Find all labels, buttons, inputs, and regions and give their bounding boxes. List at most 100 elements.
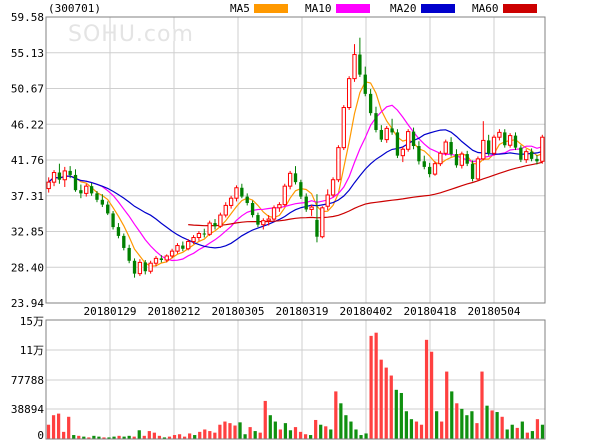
candle-body <box>287 172 293 187</box>
candle-body <box>519 147 523 160</box>
candle-body <box>202 233 206 235</box>
watermark-text: SOHU.com <box>68 22 194 47</box>
volume-bar <box>374 332 378 439</box>
candle-body <box>368 93 373 114</box>
candle-body <box>422 161 426 167</box>
volume-bar <box>510 424 514 439</box>
candle-body <box>325 194 330 207</box>
candle-body <box>196 233 202 239</box>
candle-body <box>148 262 153 272</box>
legend-label: MA10 <box>305 2 332 15</box>
candle-body <box>111 213 115 228</box>
candle-body <box>175 245 180 252</box>
candle-body <box>132 260 137 274</box>
volume-tick-label: 0 <box>37 429 44 440</box>
stock-code-title: (300701) <box>48 2 101 15</box>
volume-bar <box>495 412 499 439</box>
candle-body <box>454 154 459 166</box>
candle-body <box>315 219 319 237</box>
candle-body <box>363 74 367 94</box>
volume-bar <box>535 419 540 439</box>
volume-bar <box>339 403 343 439</box>
candle-body <box>513 135 518 148</box>
candle-body <box>89 186 94 194</box>
volume-bar <box>288 430 293 439</box>
candle-body <box>100 199 105 205</box>
volume-bar <box>309 435 313 439</box>
candle-body <box>320 207 325 238</box>
candle-body <box>390 128 394 133</box>
volume-bar <box>480 371 484 439</box>
candle-body <box>271 207 277 220</box>
candle-body <box>336 147 341 181</box>
candle-body <box>207 222 212 235</box>
candle-body <box>491 136 497 154</box>
volume-bar <box>298 431 303 439</box>
candle-body <box>459 153 464 166</box>
date-tick-label: 20180418 <box>404 305 457 318</box>
volume-bar <box>293 427 298 439</box>
volume-bar <box>188 433 192 439</box>
volume-bar <box>344 415 348 439</box>
volume-bar <box>182 436 187 439</box>
candle-body <box>470 163 475 179</box>
candle-body <box>465 154 469 164</box>
volume-bar <box>263 400 267 439</box>
volume-bar <box>223 421 227 439</box>
candle-body <box>223 204 228 216</box>
candle-body <box>309 206 314 210</box>
volume-bar <box>450 391 454 439</box>
volume-bar <box>167 436 172 439</box>
ma-line-ma20 <box>48 129 543 249</box>
chart-frames <box>45 16 546 440</box>
volume-bar <box>107 437 111 439</box>
candle-body <box>277 204 282 209</box>
volume-bar <box>429 351 434 439</box>
candle-body <box>486 140 491 154</box>
volume-bar <box>445 371 449 439</box>
candle-body <box>374 113 378 130</box>
candle-body <box>191 237 196 243</box>
volume-bar <box>399 392 403 439</box>
price-tick-label: 46.22 <box>11 118 44 131</box>
candlestick-series <box>46 37 545 278</box>
candle-body <box>481 139 486 160</box>
volume-tick-label: 11万 <box>20 344 44 357</box>
volume-bar <box>253 431 257 439</box>
candle-body <box>137 261 143 275</box>
candle-body <box>143 262 147 272</box>
candle-body <box>341 107 346 149</box>
volume-bar <box>530 431 535 439</box>
volume-bar <box>384 367 388 439</box>
volume-bar <box>162 437 167 439</box>
candle-body <box>127 247 131 261</box>
volume-bar <box>46 424 51 439</box>
candle-body <box>304 196 308 210</box>
volume-bar <box>349 421 353 439</box>
price-axis: 59.58 55.13 50.67 46.22 41.76 37.31 32.85 28.40… <box>11 11 44 310</box>
candle-body <box>432 163 438 175</box>
legend-label: MA5 <box>230 2 250 15</box>
candle-body <box>234 187 239 199</box>
candle-body <box>293 173 298 183</box>
volume-bar <box>137 430 141 439</box>
candle-body <box>535 158 539 162</box>
candle-body <box>164 255 169 261</box>
candle-body <box>497 131 502 138</box>
volume-bar <box>278 429 282 439</box>
volume-bar <box>435 411 439 439</box>
candle-body <box>540 136 545 162</box>
volume-bar <box>243 434 247 439</box>
date-tick-label: 20180402 <box>340 305 393 318</box>
volume-bar <box>203 429 207 439</box>
volume-bar <box>283 423 288 439</box>
date-tick-label: 20180504 <box>468 305 521 318</box>
volume-bar <box>369 335 373 439</box>
candle-body <box>261 220 266 226</box>
legend: MA5 MA10 MA20 MA60 <box>230 2 537 15</box>
candle-body <box>346 78 352 109</box>
candle-body <box>256 215 260 225</box>
volume-tick-label: 38894 <box>11 403 44 416</box>
volume-bar <box>102 437 106 439</box>
